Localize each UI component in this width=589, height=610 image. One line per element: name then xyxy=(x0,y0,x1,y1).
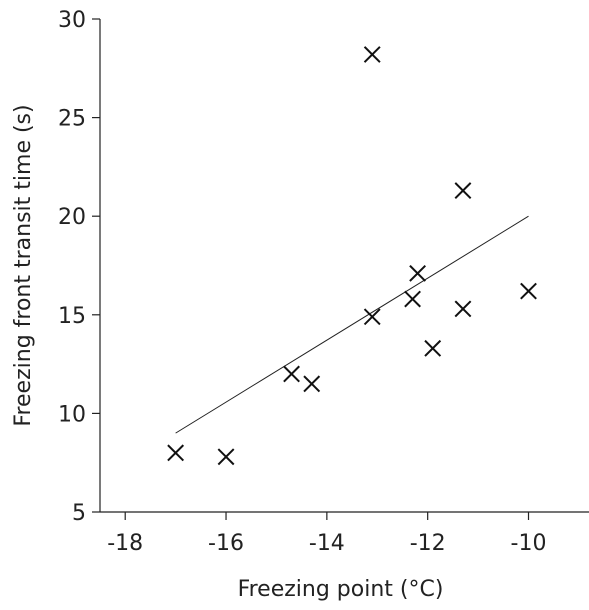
y-tick-label: 30 xyxy=(58,8,86,33)
data-point xyxy=(285,367,299,381)
data-point xyxy=(365,47,379,61)
y-tick-label: 10 xyxy=(58,402,86,427)
y-tick-label: 15 xyxy=(58,304,86,329)
data-point xyxy=(406,292,420,306)
x-tick-label: -12 xyxy=(410,531,446,556)
data-point xyxy=(456,184,470,198)
trend-line xyxy=(176,216,529,433)
y-ticks: 5 10 15 20 25 30 xyxy=(58,8,100,526)
x-tick-label: -14 xyxy=(309,531,345,556)
x-ticks: -18 -16 -14 -12 -10 xyxy=(107,512,546,556)
data-point xyxy=(522,284,536,298)
x-tick-label: -18 xyxy=(107,531,143,556)
y-tick-label: 20 xyxy=(58,205,86,230)
data-point xyxy=(411,266,425,280)
y-tick-label: 5 xyxy=(72,501,86,526)
data-point xyxy=(305,377,319,391)
data-point xyxy=(456,302,470,316)
x-axis-title: Freezing point (°C) xyxy=(238,577,444,602)
data-point xyxy=(219,450,233,464)
x-tick-label: -16 xyxy=(208,531,244,556)
y-tick-label: 25 xyxy=(58,107,86,132)
x-tick-label: -10 xyxy=(511,531,547,556)
data-point xyxy=(426,341,440,355)
data-point xyxy=(169,446,183,460)
y-axis-title: Freezing front transit time (s) xyxy=(11,104,36,426)
axes xyxy=(100,19,589,512)
data-points xyxy=(169,47,536,463)
